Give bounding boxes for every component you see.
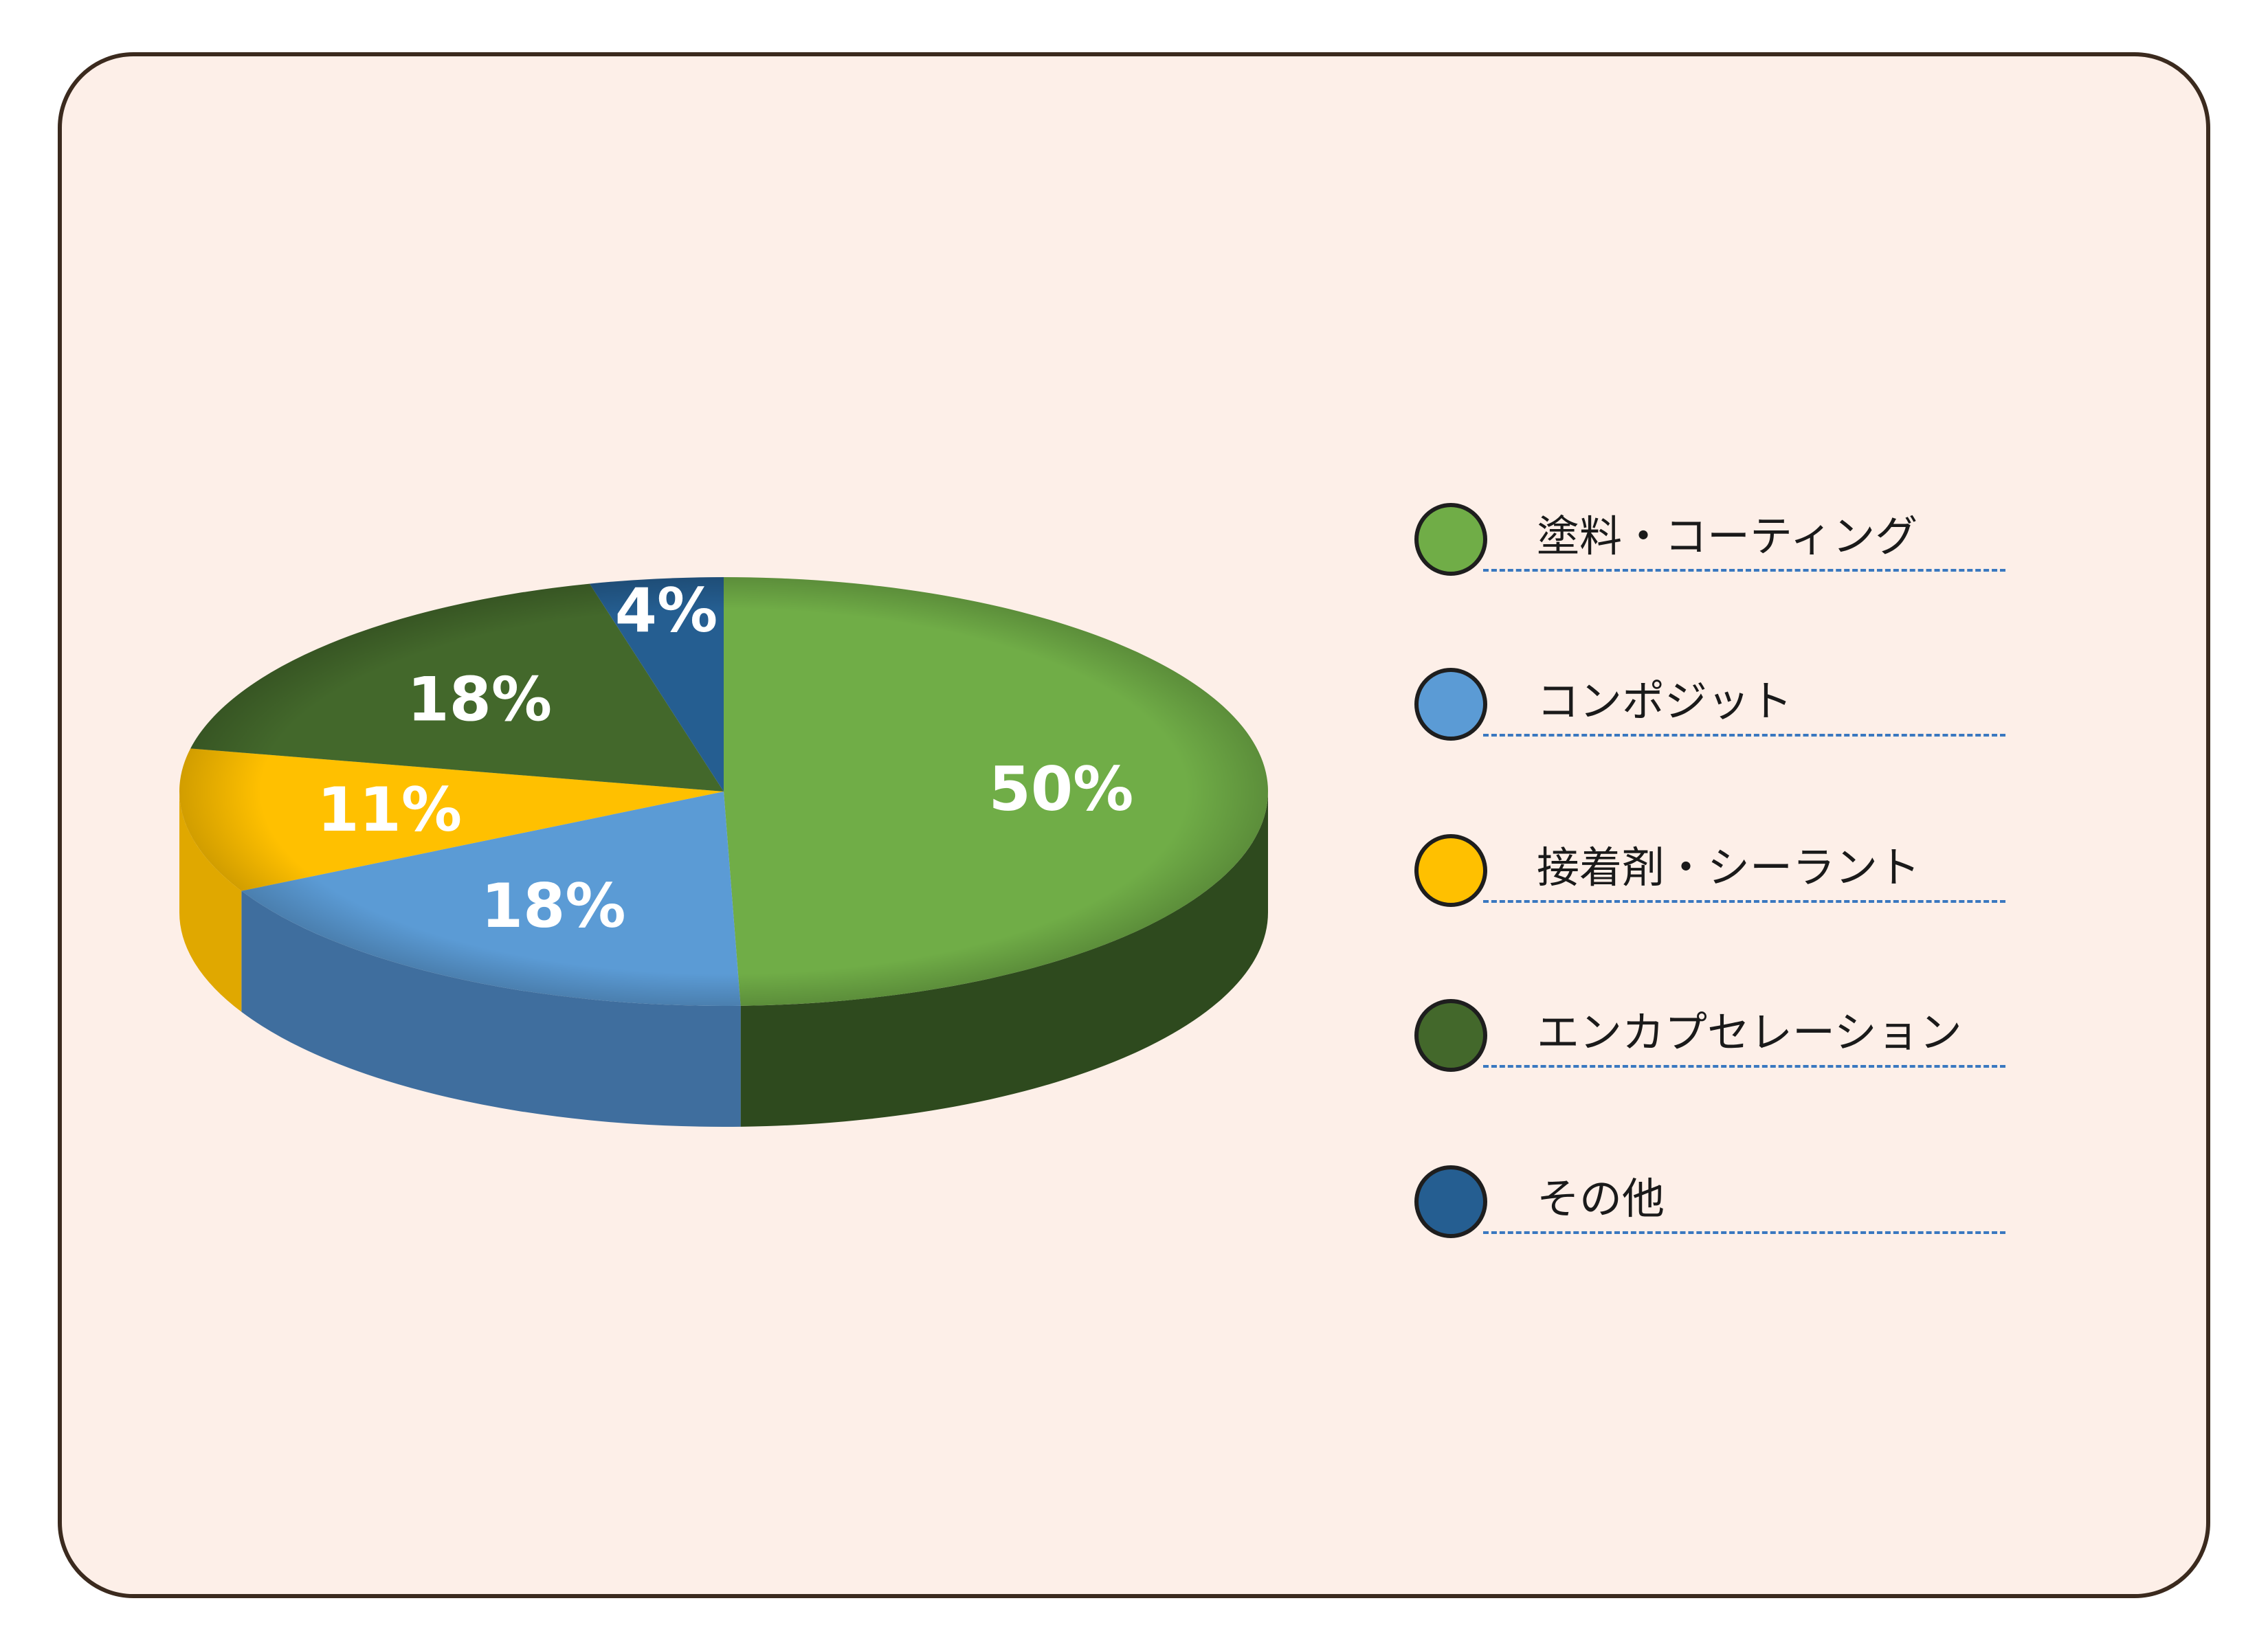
legend-marker [1414,503,1487,576]
pie-label-adhesive: 11% [317,774,462,845]
pie-label-composite: 18% [481,871,626,941]
legend-item-other: その他 [1414,1153,2005,1242]
pie-label-other: 4% [615,575,718,646]
legend-label: エンカプセレーション [1537,1007,1962,1057]
legend-marker [1414,1165,1487,1238]
legend-divider [1483,1231,2005,1234]
legend-label: コンポジット [1537,676,1793,726]
legend-marker [1414,999,1487,1072]
pie-label-coating: 50% [989,754,1134,824]
legend-label: その他 [1537,1174,1665,1224]
pie-side-coating [740,792,1268,1127]
legend-item-coating: 塗料・コーティング [1414,491,2005,580]
legend-divider [1483,900,2005,903]
pie-side-composite [241,890,741,1127]
legend-marker [1414,668,1487,741]
legend-divider [1483,569,2005,572]
legend-item-adhesive: 接着剤・シーラント [1414,822,2005,911]
legend-item-composite: コンポジット [1414,655,2005,745]
legend-divider [1483,1065,2005,1068]
legend-label: 接着剤・シーラント [1537,842,1921,893]
legend-item-encapsulation: エンカプセレーション [1414,987,2005,1076]
legend-marker [1414,834,1487,907]
pie-label-encapsulation: 18% [407,664,552,734]
legend-label: 塗料・コーティング [1537,511,1918,561]
legend-divider [1483,734,2005,737]
